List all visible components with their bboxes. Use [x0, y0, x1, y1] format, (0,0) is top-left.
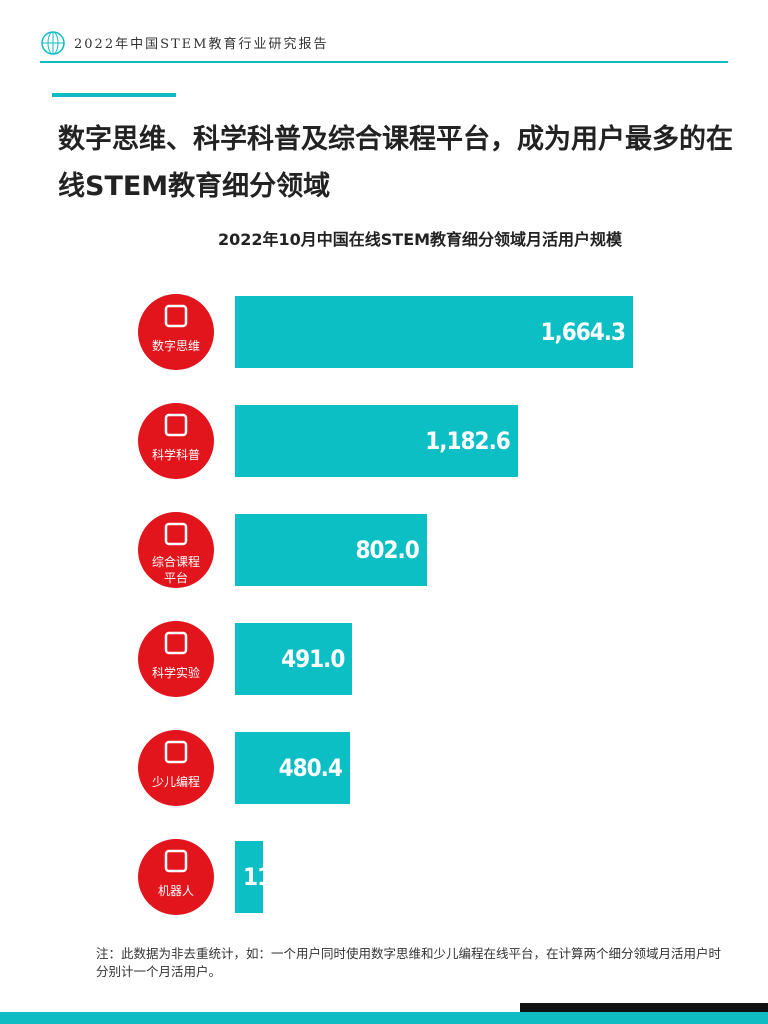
category-badge — [138, 512, 214, 588]
category-badge — [138, 730, 214, 806]
chart-title: 2022年10月中国在线STEM教育细分领域月活用户规模 — [217, 230, 623, 249]
icon — [164, 413, 188, 437]
icon — [164, 631, 188, 655]
bar: 1,664.3 — [235, 296, 633, 368]
note: 注：此数据为非去重统计，如：一个用户同时使用数字思维和少儿编程在线平台，在计算两… — [96, 946, 722, 979]
footer-bar — [0, 1012, 768, 1024]
value-label: 1,182.6 — [425, 427, 511, 455]
category-badge — [138, 403, 214, 479]
bar: 480.4 — [235, 732, 350, 804]
value-label: 491.0 — [281, 645, 345, 673]
category-badge — [138, 621, 214, 697]
header-title: 2022年中国STEM教育行业研究报告 — [74, 37, 329, 52]
page-title: 数字思维、科学科普及综合课程平台，成为用户最多的在线STEM教育细分领域 — [58, 124, 733, 202]
footer-bar — [520, 1003, 768, 1012]
bar: 802.0 — [235, 514, 427, 586]
bar: 116.0 — [235, 841, 263, 913]
category-badge — [138, 294, 214, 370]
category-label: 综合课程平台 — [151, 555, 200, 585]
bar: 491.0 — [235, 623, 353, 695]
category-label: 数字思维 — [151, 339, 200, 353]
category-label: 科学实验 — [151, 666, 200, 680]
value-label: 1,664.3 — [540, 318, 626, 346]
logo — [41, 31, 65, 55]
icon — [164, 740, 188, 764]
icon — [164, 304, 188, 328]
accent-line — [52, 93, 176, 97]
bar: 1,182.6 — [235, 405, 518, 477]
category-label: 少儿编程 — [151, 775, 200, 789]
value-label: 116.0 — [243, 863, 263, 891]
category-label: 机器人 — [157, 884, 194, 898]
icon — [164, 849, 188, 873]
value-label: 802.0 — [355, 536, 419, 564]
category-label: 科学科普 — [151, 448, 200, 462]
category-badge — [138, 839, 214, 915]
header-line — [40, 61, 728, 63]
icon — [164, 522, 188, 546]
value-label: 480.4 — [278, 754, 343, 782]
